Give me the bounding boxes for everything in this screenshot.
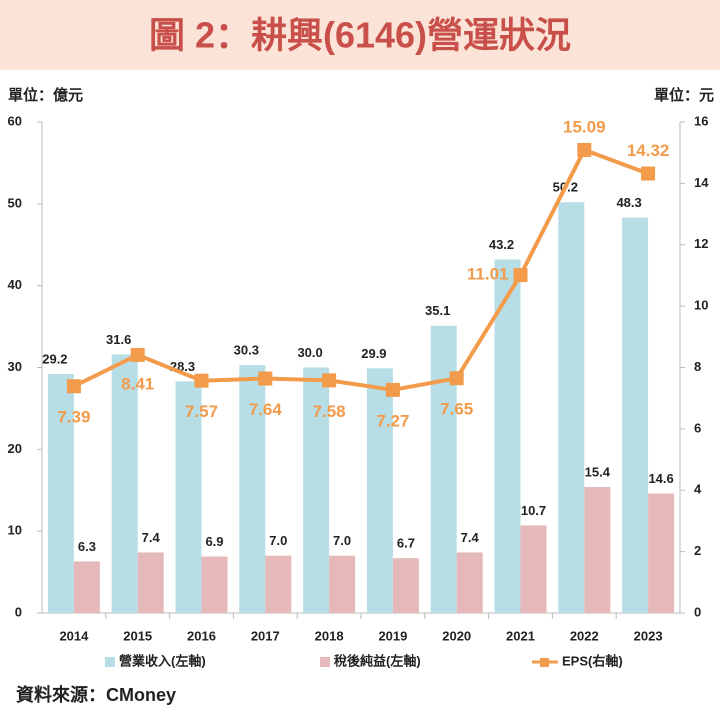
bar-value-label: 7.0 <box>269 533 287 548</box>
line-value-label: 14.32 <box>627 141 670 160</box>
y2-tick-label: 16 <box>694 113 708 128</box>
line-value-label: 7.65 <box>440 400 473 419</box>
bar <box>201 556 228 613</box>
x-tick-label: 2021 <box>506 628 535 643</box>
y2-tick-label: 4 <box>694 482 702 497</box>
line-marker <box>130 347 145 362</box>
bar-value-label: 7.4 <box>142 530 161 545</box>
bar-value-label: 7.0 <box>333 533 351 548</box>
legend-swatch <box>320 657 330 667</box>
x-tick-label: 2022 <box>570 628 599 643</box>
y2-tick-label: 6 <box>694 420 701 435</box>
bar-value-label: 14.6 <box>648 471 673 486</box>
x-tick-label: 2018 <box>315 628 344 643</box>
y2-tick-label: 14 <box>694 175 709 190</box>
y2-unit-label: 單位：元 <box>654 86 714 104</box>
legend-label: EPS(右軸) <box>562 653 623 668</box>
line-marker <box>385 382 400 397</box>
title-band <box>0 0 720 70</box>
bar-value-label: 43.2 <box>489 237 514 252</box>
line-value-label: 8.41 <box>121 374 154 393</box>
x-tick-label: 2014 <box>59 628 89 643</box>
y-tick-label: 50 <box>8 195 22 210</box>
y-tick-label: 60 <box>8 113 22 128</box>
y-tick-label: 10 <box>8 523 22 538</box>
bar <box>329 555 356 613</box>
bar <box>47 374 74 613</box>
bar <box>137 552 164 613</box>
bar <box>239 365 266 613</box>
legend-swatch <box>540 658 549 667</box>
bar <box>265 555 292 613</box>
bar-value-label: 35.1 <box>425 303 450 318</box>
chart-title: 圖 2：耕興(6146)營運狀況 <box>149 15 571 56</box>
bar <box>111 354 138 613</box>
y2-tick-label: 10 <box>694 298 708 313</box>
bar-value-label: 7.4 <box>461 530 480 545</box>
line-value-label: 11.01 <box>467 265 509 284</box>
line-marker <box>322 373 337 388</box>
y-tick-label: 40 <box>8 277 22 292</box>
bar-value-label: 30.3 <box>234 342 259 357</box>
legend-label: 營業收入(左軸) <box>119 653 206 668</box>
x-tick-label: 2015 <box>123 628 152 643</box>
bar <box>584 486 611 613</box>
bar <box>175 381 202 613</box>
line-marker <box>577 142 592 157</box>
y-unit-label: 單位：億元 <box>8 86 83 104</box>
bar <box>648 493 675 613</box>
bar-value-label: 6.7 <box>397 536 415 551</box>
x-tick-label: 2016 <box>187 628 216 643</box>
bar <box>520 525 547 613</box>
y-tick-label: 0 <box>15 604 22 619</box>
bar <box>456 552 483 613</box>
bar-value-label: 29.2 <box>42 351 67 366</box>
y2-tick-label: 0 <box>694 604 701 619</box>
x-tick-label: 2023 <box>634 628 663 643</box>
line-marker <box>66 379 81 394</box>
bar-value-label: 31.6 <box>106 332 131 347</box>
legend-label: 稅後純益(左軸) <box>334 653 421 668</box>
line <box>73 147 649 392</box>
line-value-label: 7.58 <box>313 402 346 421</box>
bar-value-label: 10.7 <box>521 503 546 518</box>
bar-value-label: 48.3 <box>616 195 641 210</box>
x-tick-label: 2017 <box>251 628 280 643</box>
bar-value-label: 6.9 <box>205 534 223 549</box>
line-marker <box>194 373 209 388</box>
x-tick-label: 2020 <box>442 628 471 643</box>
bar-value-label: 6.3 <box>78 539 96 554</box>
y2-tick-label: 2 <box>694 543 701 558</box>
y2-tick-label: 12 <box>694 236 708 251</box>
bar <box>430 325 457 613</box>
bar-value-label: 15.4 <box>585 464 611 479</box>
line-value-label: 7.27 <box>376 411 409 430</box>
line-marker <box>449 371 464 386</box>
legend-swatch <box>105 657 115 667</box>
bar <box>558 202 585 614</box>
line-value-label: 7.64 <box>249 400 283 419</box>
y2-tick-label: 8 <box>694 359 701 374</box>
bar <box>622 217 649 613</box>
line-value-label: 15.09 <box>563 117 606 136</box>
bar <box>366 368 393 613</box>
bar <box>303 367 330 613</box>
line-marker <box>641 166 656 181</box>
bar <box>494 259 521 613</box>
y-tick-label: 20 <box>8 441 22 456</box>
line-value-label: 7.57 <box>185 402 218 421</box>
line-value-label: 7.39 <box>57 408 90 427</box>
y-tick-label: 30 <box>8 359 22 374</box>
x-tick-label: 2019 <box>378 628 407 643</box>
line-marker <box>258 371 273 386</box>
source: 資料來源：CMoney <box>16 684 176 705</box>
bar-value-label: 29.9 <box>361 346 386 361</box>
bar-value-label: 30.0 <box>297 345 322 360</box>
bar <box>73 561 100 613</box>
bar <box>392 558 419 613</box>
line-marker <box>513 268 528 283</box>
